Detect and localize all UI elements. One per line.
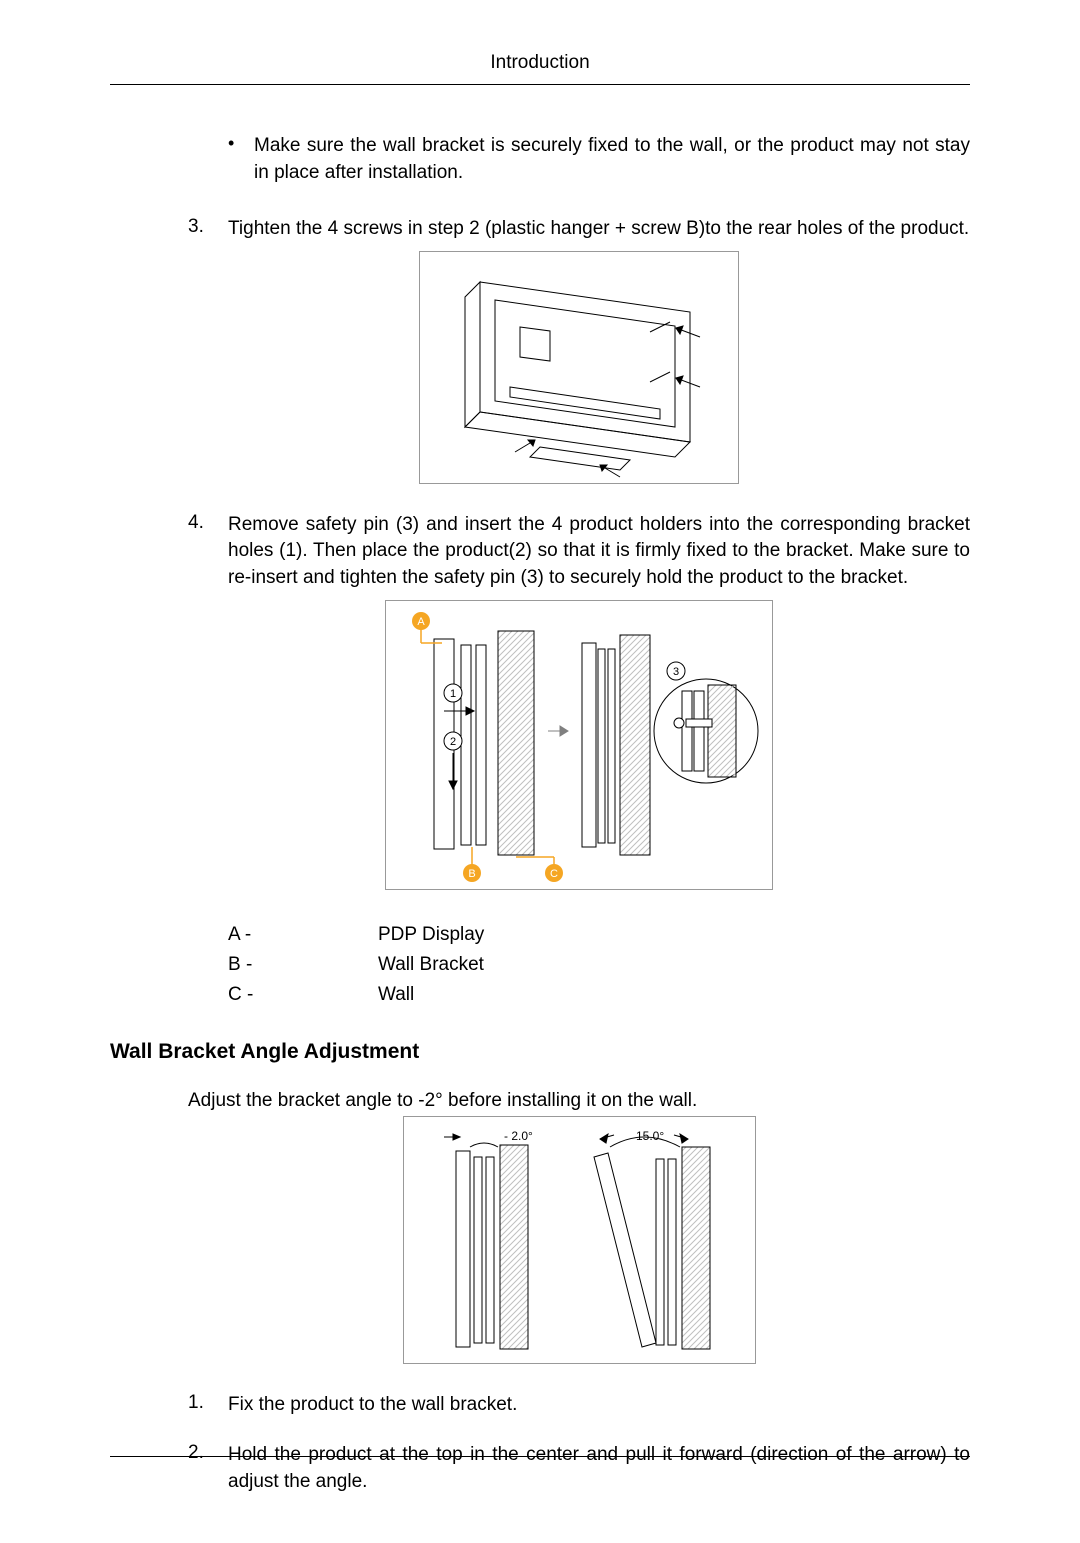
step-number: 3. (188, 216, 228, 243)
step-text: Fix the product to the wall bracket. (228, 1392, 970, 1419)
figure-rear-screws (419, 251, 739, 484)
figure-angle-adjustment: - 2.0° 15.0° (403, 1116, 756, 1364)
section-heading-angle: Wall Bracket Angle Adjustment (110, 1040, 970, 1064)
angle-label-right: 15.0° (636, 1129, 664, 1143)
legend-val: PDP Display (378, 924, 484, 946)
angle-step-2: 2. Hold the product at the top in the ce… (188, 1442, 970, 1495)
legend-val: Wall (378, 984, 414, 1006)
marker-3: 3 (673, 666, 679, 678)
legend-key: A - (228, 924, 378, 946)
figure-bracket-mount: 1 2 (385, 600, 773, 890)
legend-row-b: B - Wall Bracket (228, 954, 970, 976)
step-number: 4. (188, 512, 228, 592)
callout-c-icon: C (550, 868, 558, 880)
marker-1: 1 (450, 688, 456, 700)
legend-row-c: C - Wall (228, 984, 970, 1006)
page-header: Introduction (110, 52, 970, 85)
legend-val: Wall Bracket (378, 954, 484, 976)
angle-intro: Adjust the bracket angle to -2° before i… (188, 1090, 970, 1112)
angle-step-1: 1. Fix the product to the wall bracket. (188, 1392, 970, 1419)
marker-2: 2 (450, 736, 456, 748)
angle-label-left: - 2.0° (504, 1129, 533, 1143)
step-text: Tighten the 4 screws in step 2 (plastic … (228, 216, 970, 243)
callout-b-icon: B (468, 868, 475, 880)
warning-bullet: • Make sure the wall bracket is securely… (188, 133, 970, 186)
bullet-marker: • (228, 133, 254, 186)
legend-key: B - (228, 954, 378, 976)
legend-row-a: A - PDP Display (228, 924, 970, 946)
footer-rule (110, 1456, 970, 1457)
step-4: 4. Remove safety pin (3) and insert the … (188, 512, 970, 592)
legend: A - PDP Display B - Wall Bracket C - Wal… (188, 924, 970, 1006)
step-3: 3. Tighten the 4 screws in step 2 (plast… (188, 216, 970, 243)
step-text: Hold the product at the top in the cente… (228, 1442, 970, 1495)
step-text: Remove safety pin (3) and insert the 4 p… (228, 512, 970, 592)
header-title: Introduction (490, 52, 589, 73)
bullet-text: Make sure the wall bracket is securely f… (254, 133, 970, 186)
callout-a-icon: A (417, 616, 425, 628)
step-number: 2. (188, 1442, 228, 1495)
legend-key: C - (228, 984, 378, 1006)
step-number: 1. (188, 1392, 228, 1419)
